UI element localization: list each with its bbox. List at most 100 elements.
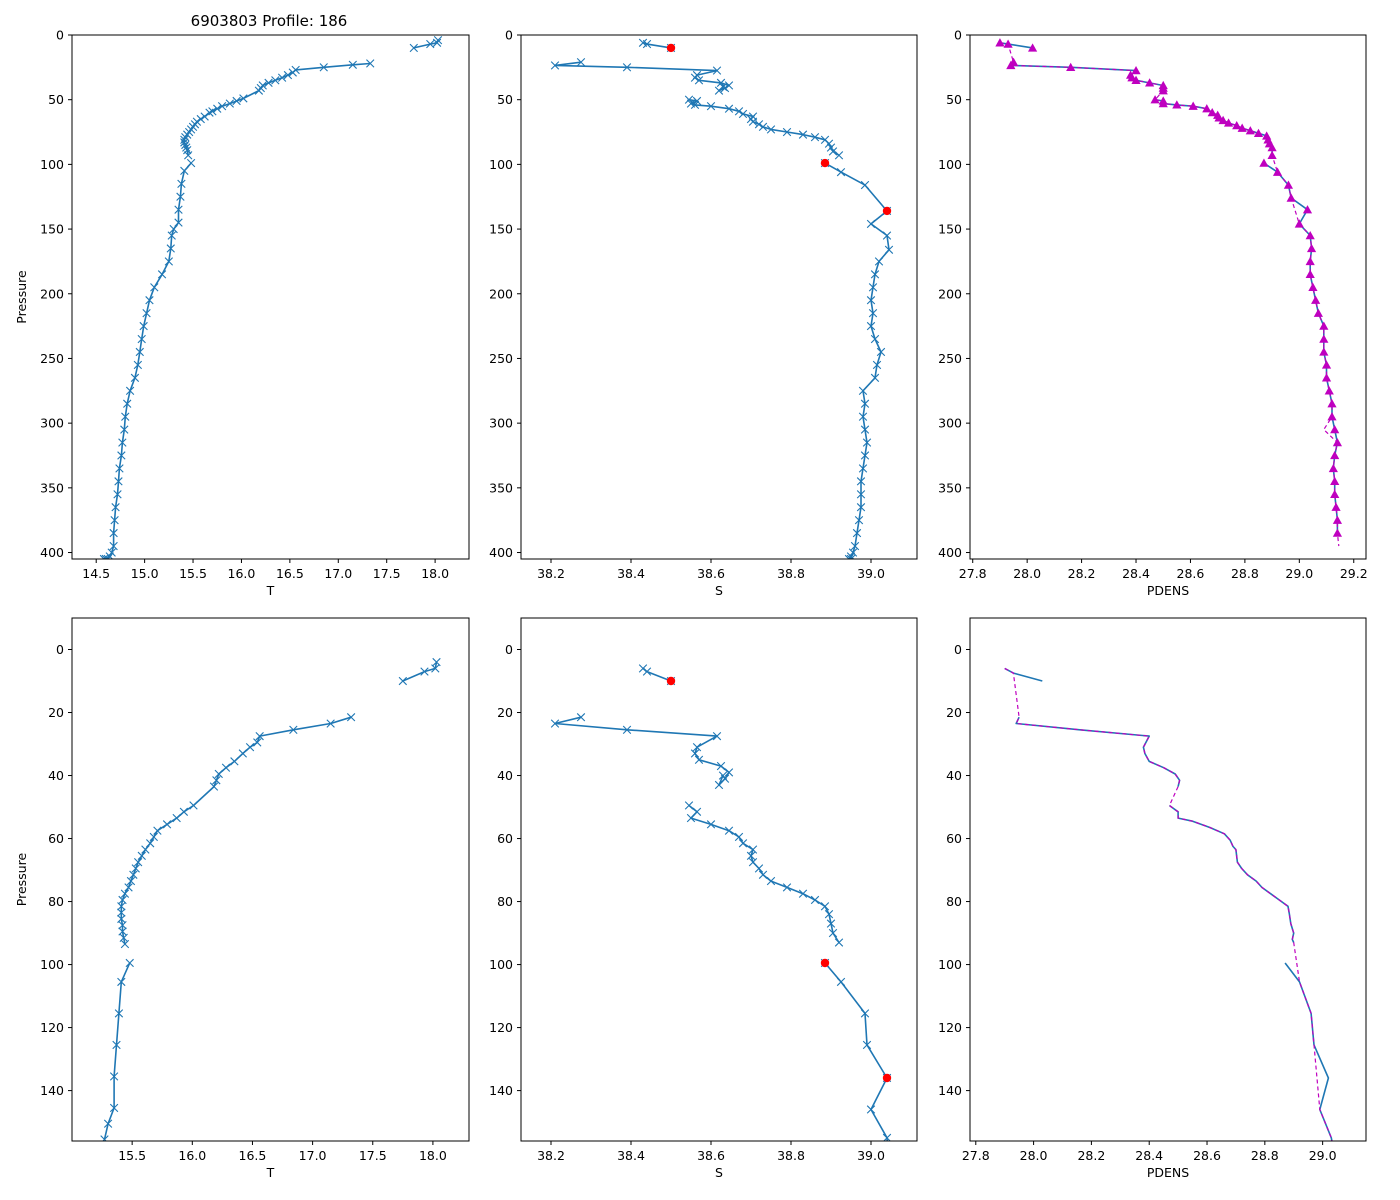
x-tick-label: 39.0	[857, 566, 885, 581]
data-point-marker	[746, 851, 756, 861]
data-point-marker	[1172, 100, 1182, 109]
data-point-marker	[866, 219, 876, 229]
x-axis-label: T	[266, 583, 275, 598]
x-tick-label: 16.5	[276, 566, 304, 581]
data-point-marker	[844, 554, 854, 559]
subplot-grid: 14.5 15.0 15.5 16.0 16.5 17.0 17.5 18.005010015…	[14, 28, 1368, 1181]
data-point-marker	[718, 771, 728, 780]
x-tick-label: 29.2	[1340, 566, 1368, 581]
y-tick-label: 100	[938, 157, 962, 172]
y-tick-label: 350	[938, 480, 962, 495]
data-point-marker	[872, 360, 882, 370]
data-point-marker	[724, 104, 734, 113]
data-point-marker	[208, 107, 217, 116]
data-point-marker	[576, 57, 586, 67]
data-point-marker	[109, 541, 118, 551]
data-point-marker	[836, 167, 846, 177]
data-point-marker	[189, 801, 198, 810]
x-tick-label: 18.0	[419, 1148, 447, 1163]
data-point-marker	[245, 742, 255, 752]
data-point-marker	[409, 43, 418, 53]
data-point-marker	[1332, 528, 1343, 537]
data-point-marker	[255, 731, 264, 741]
data-point-marker	[1267, 142, 1277, 152]
data-point-marker	[1131, 65, 1141, 75]
data-point-marker	[120, 939, 130, 949]
data-point-marker	[1328, 463, 1338, 473]
data-point-marker	[118, 920, 127, 930]
data-point-marker	[782, 883, 792, 892]
data-point-marker	[115, 464, 124, 473]
data-point-marker	[856, 477, 866, 486]
plot-area	[99, 35, 443, 559]
data-point-marker	[724, 826, 734, 835]
data-point-marker	[1330, 450, 1340, 460]
data-point-marker	[137, 851, 146, 861]
x-tick-label: 29.0	[1285, 566, 1313, 581]
data-point-marker	[850, 541, 860, 551]
data-point-marker	[758, 122, 768, 132]
data-point-marker	[117, 977, 126, 987]
data-point-marker	[289, 725, 298, 735]
x-tick-label: 38.6	[697, 1148, 725, 1163]
data-point-marker	[622, 63, 632, 72]
data-point-marker	[860, 451, 870, 460]
data-point-marker	[117, 902, 126, 911]
data-point-marker	[183, 145, 192, 155]
data-point-marker	[820, 902, 830, 911]
data-point-marker	[112, 1040, 121, 1050]
y-tick-label: 150	[489, 222, 513, 237]
data-point-marker	[854, 515, 864, 525]
y-tick-label: 60	[48, 831, 64, 846]
y-tick-label: 300	[40, 416, 64, 431]
data-point-marker	[874, 257, 884, 266]
data-point-marker	[238, 749, 248, 758]
data-point-marker	[1272, 167, 1283, 176]
data-point-marker	[1319, 321, 1329, 330]
y-tick-label: 40	[48, 768, 64, 783]
axes-frame	[969, 34, 1367, 560]
data-point-marker	[420, 667, 429, 676]
data-point-marker	[145, 296, 154, 305]
axes-frame	[520, 617, 918, 1142]
data-point-marker	[828, 928, 838, 938]
data-point-marker	[734, 832, 744, 842]
y-tick-label: 50	[48, 92, 64, 107]
y-tick-label: 150	[40, 222, 64, 237]
x-tick-label: 28.2	[1077, 1148, 1105, 1163]
data-point-marker	[1319, 334, 1329, 343]
data-point-marker	[824, 139, 834, 148]
data-point-marker	[121, 412, 130, 421]
y-tick-label: 50	[946, 92, 962, 107]
y-tick-label: 20	[497, 705, 513, 720]
x-tick-label: 38.8	[777, 566, 805, 581]
data-point-marker	[694, 76, 704, 85]
data-point-marker	[690, 73, 700, 82]
data-point-marker	[179, 807, 189, 816]
data-point-marker	[133, 857, 143, 867]
data-point-marker	[1321, 373, 1332, 382]
x-tick-label: 28.8	[1231, 566, 1259, 581]
data-point-marker	[346, 713, 356, 722]
data-point-marker	[868, 283, 878, 292]
data-point-marker	[180, 138, 189, 147]
data-point-marker	[716, 78, 726, 88]
y-tick-label: 140	[489, 1083, 513, 1098]
data-point-marker	[810, 133, 820, 142]
data-point-marker	[684, 95, 694, 104]
data-point-marker	[826, 919, 836, 928]
y-tick-label: 400	[938, 545, 962, 560]
x-tick-label: 38.2	[537, 1148, 565, 1163]
data-point-marker	[177, 179, 186, 188]
data-point-marker	[120, 889, 130, 898]
y-tick-label: 100	[40, 957, 64, 972]
x-tick-label: 28.6	[1193, 1148, 1221, 1163]
data-point-marker	[125, 958, 134, 968]
data-point-marker	[125, 386, 135, 395]
data-point-marker	[1294, 219, 1304, 228]
data-point-marker	[181, 133, 190, 142]
data-point-marker	[836, 977, 846, 987]
data-point-marker	[319, 63, 328, 72]
data-point-marker	[130, 373, 140, 383]
